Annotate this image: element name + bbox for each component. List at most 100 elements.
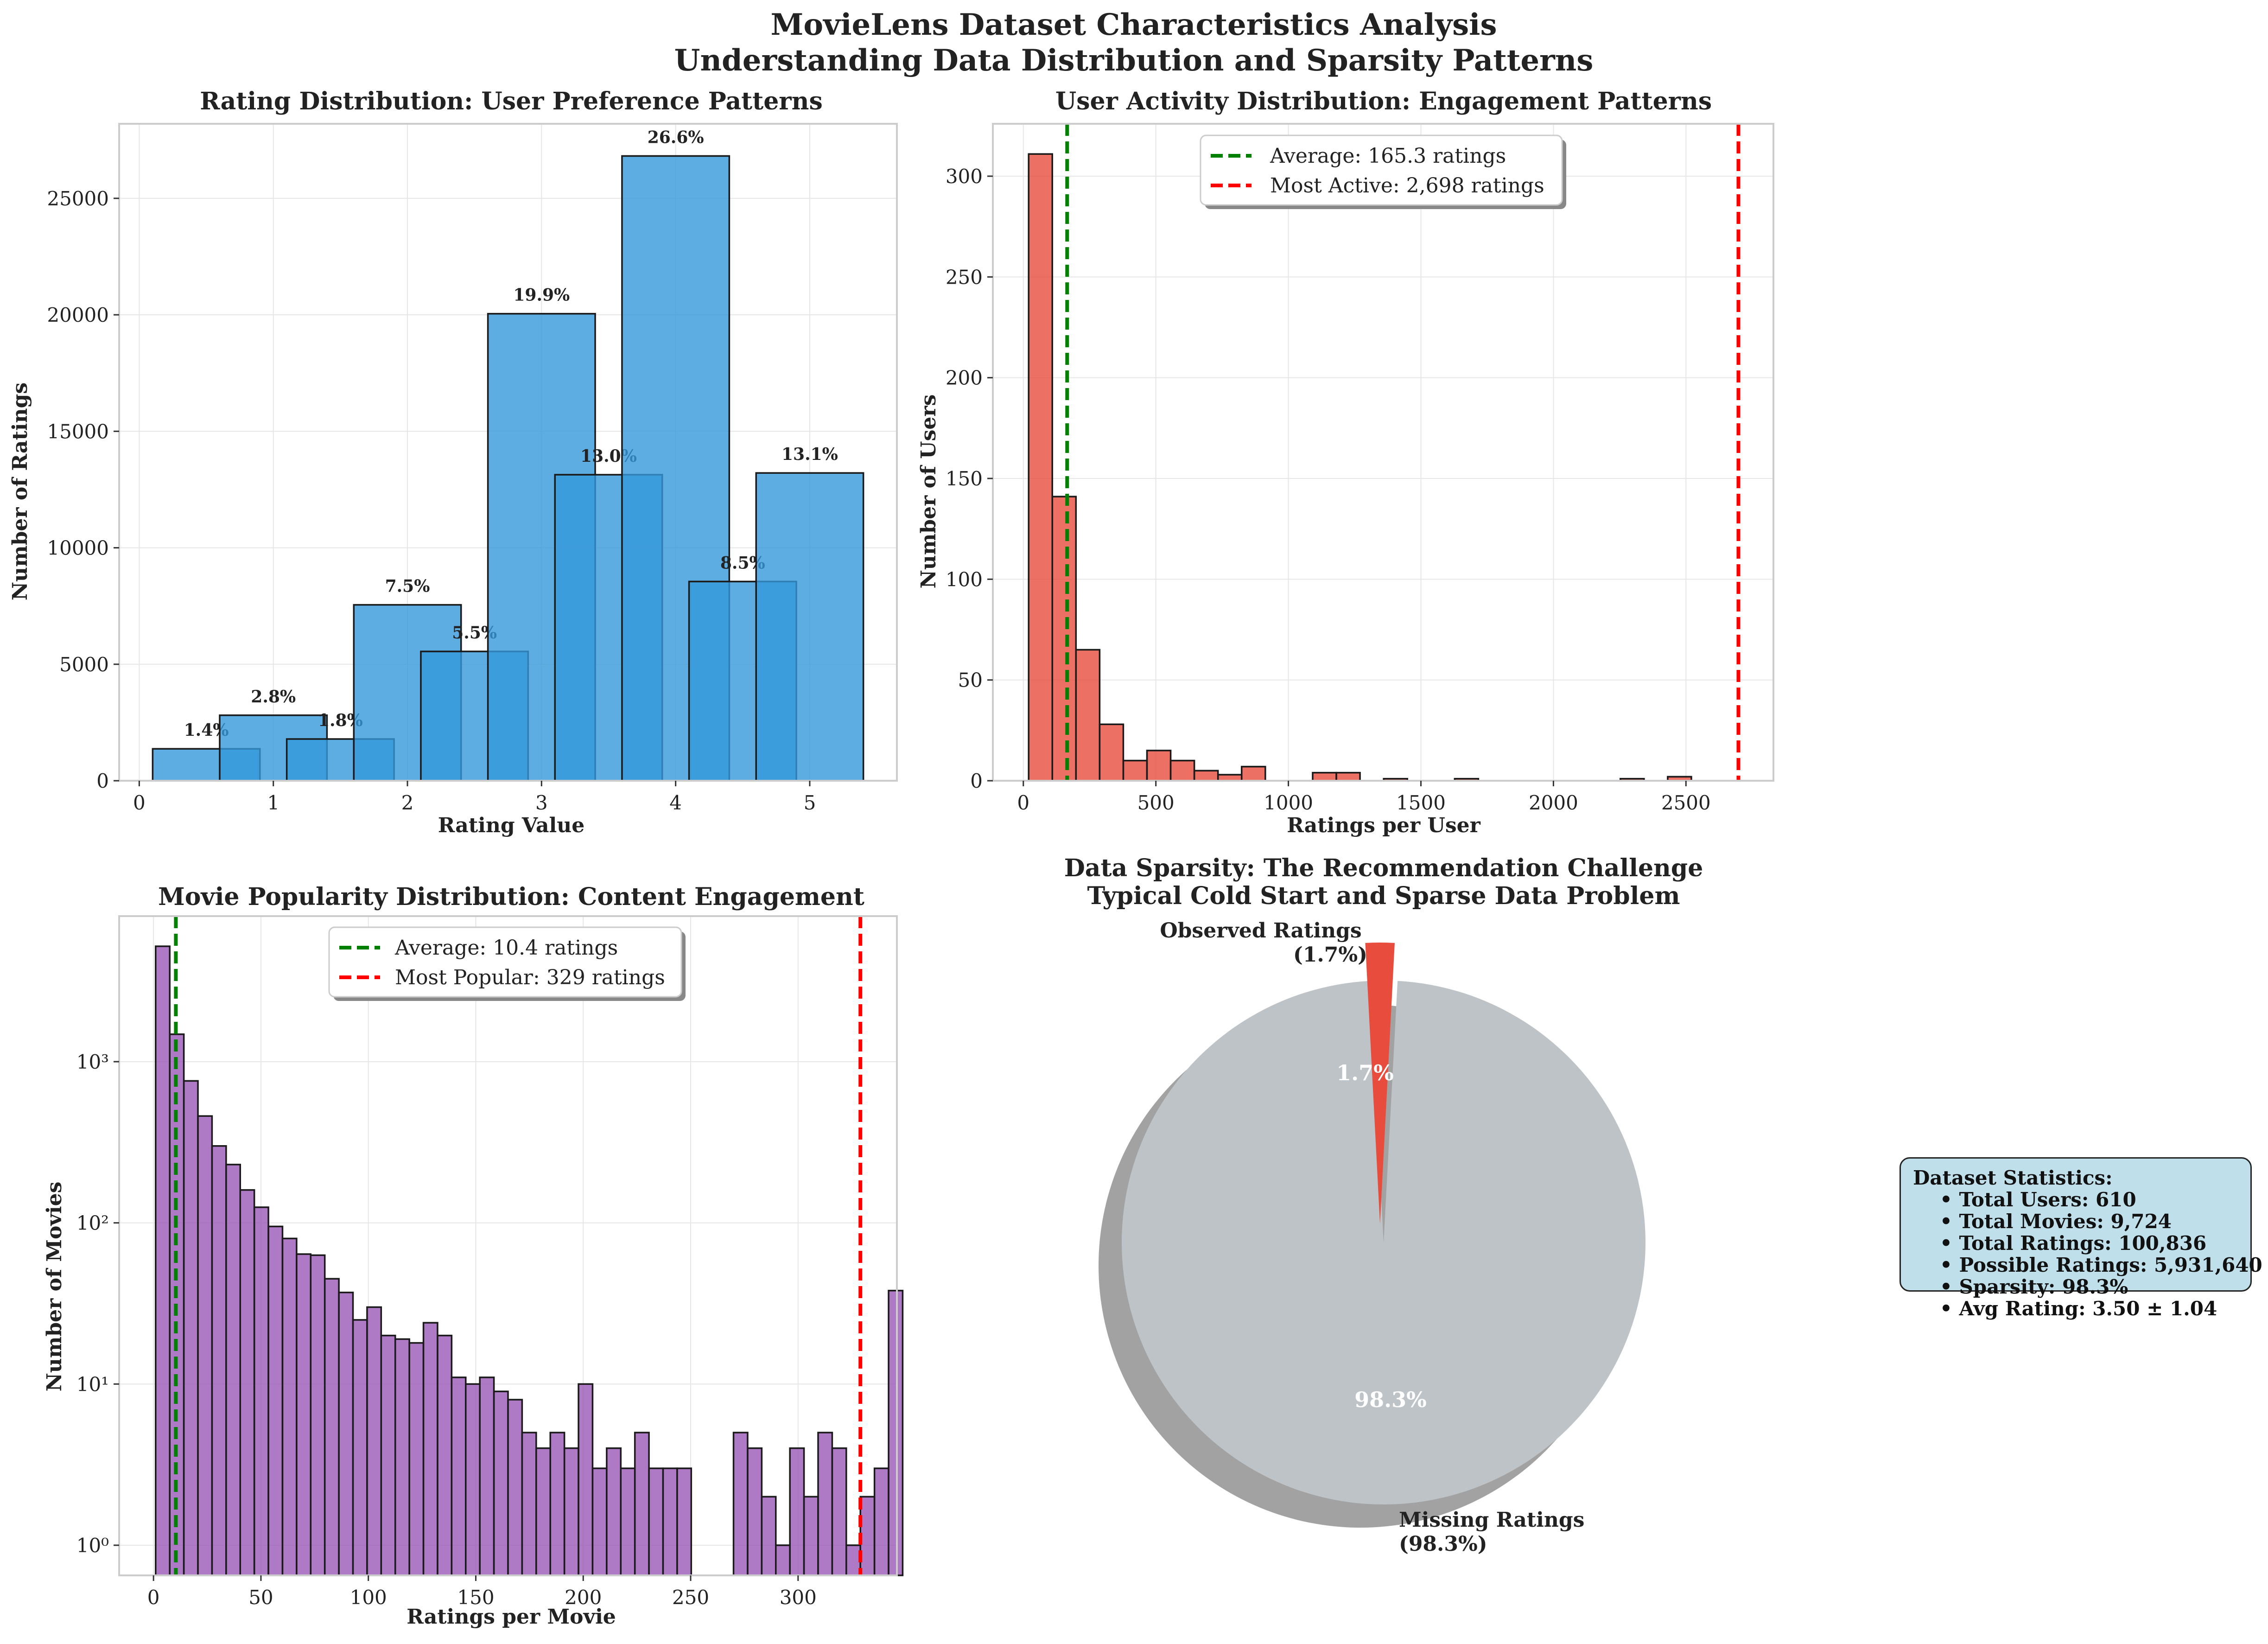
pie-label-observed-line2: (1.7%)	[1293, 943, 1367, 967]
movie-hist-bar	[803, 1496, 819, 1576]
movie-hist-bar	[310, 1254, 326, 1576]
stats-item: • Total Ratings: 100,836	[1940, 1232, 2207, 1255]
rating-chart-title: Rating Distribution: User Preference Pat…	[200, 87, 823, 115]
y-tick-label: 200	[946, 367, 983, 389]
movie-hist-bar	[676, 1467, 692, 1576]
movie-hist-bar	[451, 1376, 467, 1576]
movie-hist-bar	[211, 1145, 227, 1576]
movie-hist-bar	[155, 945, 171, 1576]
x-tick-label: 2000	[1529, 791, 1578, 814]
stats-item: • Avg Rating: 3.50 ± 1.04	[1940, 1297, 2217, 1320]
user-hist-bar	[1099, 723, 1124, 782]
y-tick-label: 300	[946, 165, 983, 188]
y-tick-label: 100	[946, 568, 983, 591]
movie-hist-bar	[775, 1544, 791, 1576]
x-tick-label: 0	[1017, 791, 1029, 814]
stats-item: • Total Users: 610	[1940, 1188, 2136, 1211]
stats-item: • Total Movies: 9,724	[1940, 1210, 2172, 1233]
x-tick-label: 250	[672, 1586, 709, 1609]
user-hist-bar	[1169, 759, 1195, 782]
x-tick-label: 5	[804, 791, 816, 814]
movie-hist-bar	[535, 1447, 551, 1576]
movie-hist-bar	[338, 1292, 354, 1576]
movie-hist-bar	[366, 1306, 382, 1576]
legend-average-label: Average: 165.3 ratings	[1270, 144, 1506, 168]
pie-label-observed-line1: Observed Ratings	[1160, 919, 1361, 943]
y-tick-label: 150	[946, 467, 983, 490]
movie-hist-bar	[267, 1225, 284, 1576]
legend-box	[1200, 134, 1563, 206]
movie-hist-bar	[634, 1432, 650, 1576]
stats-heading: Dataset Statistics:	[1913, 1166, 2113, 1189]
movie-hist-bar	[888, 1289, 904, 1576]
pie-slice-observed	[1365, 942, 1395, 1224]
pie-label-missing-line1: Missing Ratings	[1399, 1508, 1584, 1532]
movie-hist-bar	[239, 1189, 255, 1576]
x-tick-label: 50	[248, 1586, 273, 1609]
rating-chart-xlabel: Rating Value	[438, 814, 585, 837]
movie-hist-bar	[422, 1322, 438, 1576]
x-tick-label: 0	[133, 791, 146, 814]
y-tick-label: 0	[970, 770, 983, 792]
movie-hist-bar	[465, 1383, 481, 1576]
rating-bar-label: 2.8%	[251, 687, 296, 707]
rating-bar-label: 19.9%	[513, 286, 570, 305]
pie-title-line2: Typical Cold Start and Sparse Data Probl…	[1087, 882, 1680, 910]
movie-hist-bar	[859, 1496, 876, 1576]
y-tick-label: 50	[958, 669, 983, 692]
user-hist-bar	[1051, 496, 1077, 782]
y-tick-label: 0	[96, 770, 109, 792]
stats-item: • Possible Ratings: 5,931,640	[1940, 1254, 2262, 1276]
x-tick-label: 2500	[1661, 791, 1711, 814]
pie-label-missing-line2: (98.3%)	[1399, 1532, 1487, 1556]
movie-hist-bar	[578, 1383, 594, 1576]
movies-chart-ylabel: Number of Movies	[43, 1182, 66, 1392]
dataset-statistics-box: Dataset Statistics: • Total Users: 610 •…	[1900, 1157, 2262, 1319]
legend-average-label: Average: 10.4 ratings	[394, 936, 618, 960]
movie-hist-bar	[761, 1496, 777, 1576]
x-tick-label: 0	[147, 1586, 160, 1609]
y-tick-label: 10000	[47, 537, 109, 560]
movie-hist-bar	[225, 1164, 241, 1576]
movie-popularity-chart: Movie Popularity Distribution: Content E…	[43, 883, 904, 1629]
movie-hist-bar	[620, 1467, 636, 1576]
x-tick-label: 1000	[1264, 791, 1313, 814]
movie-hist-bar	[831, 1447, 847, 1576]
movie-hist-bar	[817, 1432, 833, 1576]
users-chart-xlabel: Ratings per User	[1287, 814, 1480, 837]
movie-hist-bar	[352, 1319, 368, 1576]
axes-frame	[118, 123, 898, 782]
y-tick-label: 10²	[76, 1212, 109, 1235]
rating-bar-label: 26.6%	[648, 127, 704, 147]
pie-pct-missing: 98.3%	[1354, 1387, 1427, 1412]
movie-hist-bar	[845, 1544, 861, 1576]
x-tick-label: 1	[267, 791, 280, 814]
movie-hist-bar	[380, 1334, 396, 1576]
movie-hist-bar	[324, 1278, 340, 1576]
movies-chart-title: Movie Popularity Distribution: Content E…	[158, 883, 864, 911]
y-tick-label: 20000	[47, 304, 109, 326]
movie-hist-bar	[648, 1467, 664, 1576]
legend-max-label: Most Active: 2,698 ratings	[1270, 174, 1544, 198]
movie-hist-bar	[507, 1399, 523, 1576]
sparsity-pie-chart: Data Sparsity: The Recommendation Challe…	[1064, 854, 1703, 1556]
y-tick-label: 10¹	[76, 1373, 109, 1395]
legend-box	[328, 926, 682, 998]
x-tick-label: 3	[535, 791, 548, 814]
movie-hist-bar	[183, 1080, 199, 1576]
movie-hist-bar	[549, 1432, 565, 1576]
axes-frame	[118, 915, 898, 1576]
movie-hist-bar	[521, 1432, 537, 1576]
rating-chart-ylabel: Number of Ratings	[8, 382, 32, 600]
movie-hist-bar	[296, 1253, 312, 1576]
movies-chart-xlabel: Ratings per Movie	[407, 1605, 616, 1629]
movie-hist-bar	[493, 1390, 509, 1576]
y-tick-label: 25000	[47, 187, 109, 210]
x-tick-label: 100	[350, 1586, 387, 1609]
x-tick-label: 4	[669, 791, 682, 814]
movie-hist-bar	[281, 1237, 298, 1576]
x-tick-label: 150	[457, 1586, 494, 1609]
y-tick-label: 10³	[76, 1051, 109, 1073]
movie-hist-bar	[394, 1338, 410, 1576]
